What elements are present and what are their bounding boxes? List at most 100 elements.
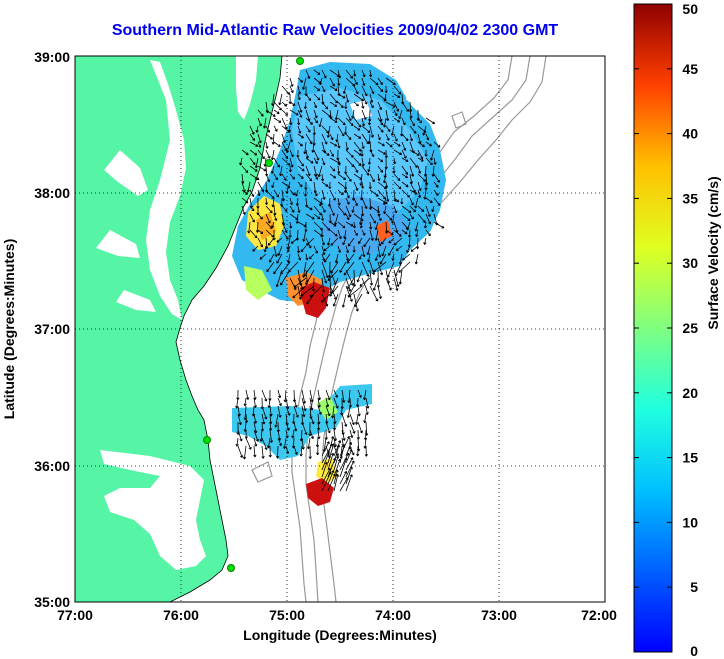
velocity-arrow bbox=[395, 245, 403, 252]
velocity-arrow bbox=[369, 69, 373, 78]
map-title: Southern Mid-Atlantic Raw Velocities 200… bbox=[111, 22, 559, 39]
velocity-arrow bbox=[295, 189, 299, 197]
colorbar-label: Surface Velocity (cm/s) bbox=[705, 176, 721, 329]
velocity-arrow bbox=[313, 109, 318, 119]
velocity-arrow bbox=[289, 85, 294, 94]
velocity-arrow bbox=[337, 173, 347, 181]
velocity-arrow bbox=[327, 443, 335, 464]
velocity-arrow bbox=[368, 197, 373, 210]
velocity-arrow bbox=[382, 197, 387, 206]
velocity-arrow bbox=[313, 101, 318, 109]
velocity-arrow bbox=[297, 205, 301, 213]
velocity-arrow bbox=[339, 457, 348, 478]
velocity-arrow bbox=[309, 429, 314, 440]
velocity-arrow bbox=[344, 125, 348, 135]
velocity-arrow bbox=[343, 229, 347, 239]
velocity-arrow bbox=[385, 109, 390, 122]
velocity-arrow bbox=[302, 229, 307, 242]
velocity-arrow bbox=[273, 173, 278, 181]
velocity-arrow bbox=[417, 141, 425, 148]
velocity-arrow bbox=[414, 253, 419, 265]
velocity-arrow bbox=[267, 237, 275, 246]
velocity-arrow bbox=[401, 101, 409, 112]
velocity-arrow bbox=[345, 466, 353, 485]
colorbar-tick-label: 10 bbox=[682, 514, 698, 530]
velocity-arrow bbox=[345, 221, 354, 227]
velocity-arrow bbox=[377, 133, 381, 141]
velocity-arrow bbox=[329, 101, 338, 107]
velocity-arrow bbox=[423, 189, 427, 200]
velocity-arrow bbox=[261, 413, 266, 425]
velocity-arrow bbox=[393, 197, 400, 203]
velocity-arrow bbox=[352, 269, 357, 287]
velocity-arrow bbox=[273, 189, 279, 198]
velocity-arrow bbox=[329, 173, 337, 179]
velocity-arrow bbox=[265, 205, 273, 214]
velocity-arrow bbox=[352, 221, 357, 229]
velocity-arrow bbox=[257, 109, 264, 117]
velocity-arrow bbox=[244, 413, 249, 423]
radar-station bbox=[203, 436, 211, 444]
y-axis-label: Latitude (Degrees:Minutes) bbox=[1, 239, 17, 419]
velocity-arrow bbox=[321, 467, 331, 485]
velocity-arrow bbox=[358, 253, 363, 260]
velocity-arrow bbox=[257, 229, 264, 235]
velocity-arrow bbox=[261, 437, 268, 451]
velocity-arrow bbox=[293, 421, 298, 432]
velocity-arrow bbox=[393, 277, 399, 291]
velocity-arrow bbox=[385, 125, 391, 133]
velocity-arrow bbox=[269, 429, 273, 443]
velocity-arrow bbox=[296, 245, 301, 254]
velocity-arrow bbox=[313, 173, 319, 180]
velocity-arrow bbox=[393, 237, 403, 246]
velocity-arrow bbox=[337, 189, 344, 196]
velocity-arrow bbox=[263, 117, 267, 129]
velocity-arrow bbox=[337, 117, 346, 126]
velocity-arrow bbox=[303, 261, 315, 277]
velocity-arrow bbox=[433, 141, 441, 148]
x-axis-label: Longitude (Degrees:Minutes) bbox=[243, 627, 437, 643]
velocity-arrow bbox=[325, 397, 330, 408]
velocity-arrow bbox=[257, 117, 262, 127]
velocity-arrow bbox=[433, 173, 440, 183]
velocity-arrow bbox=[353, 229, 358, 236]
velocity-arrow bbox=[321, 149, 330, 156]
velocity-arrow bbox=[339, 470, 348, 485]
velocity-arrow bbox=[357, 421, 363, 434]
velocity-arrow bbox=[245, 389, 250, 400]
velocity-arrow bbox=[401, 189, 411, 198]
velocity-arrow bbox=[417, 157, 424, 162]
velocity-arrow bbox=[270, 165, 275, 174]
colorbar-tick-label: 0 bbox=[690, 643, 698, 659]
velocity-arrow bbox=[365, 405, 369, 415]
velocity-arrow bbox=[429, 149, 435, 161]
velocity-arrow bbox=[255, 125, 259, 133]
velocity-arrow bbox=[321, 181, 329, 187]
velocity-arrow bbox=[401, 141, 407, 151]
y-tick-label: 37:00 bbox=[34, 321, 70, 337]
velocity-arrow bbox=[327, 457, 337, 478]
velocity-arrow bbox=[337, 221, 346, 229]
velocity-arrow bbox=[325, 421, 331, 434]
velocity-arrow bbox=[361, 261, 370, 277]
velocity-arrow bbox=[352, 245, 356, 253]
velocity-arrow bbox=[293, 445, 298, 455]
velocity-arrow bbox=[334, 109, 339, 121]
velocity-arrow bbox=[289, 109, 299, 116]
velocity-arrow bbox=[320, 293, 331, 303]
velocity-arrow bbox=[249, 141, 259, 147]
velocity-arrow bbox=[417, 213, 426, 223]
velocity-arrow bbox=[271, 221, 275, 229]
velocity-arrow bbox=[406, 245, 411, 253]
velocity-arrow bbox=[332, 421, 337, 431]
velocity-arrow bbox=[285, 421, 290, 431]
velocity-arrow bbox=[346, 253, 355, 264]
colorbar-ticks: 0 5 10 15 20 25 30 35 40 45 50 bbox=[634, 1, 698, 659]
velocity-arrow bbox=[303, 101, 308, 110]
velocity-arrow bbox=[385, 141, 393, 148]
velocity-arrow bbox=[337, 101, 344, 109]
velocity-arrow bbox=[361, 109, 367, 120]
velocity-arrow bbox=[346, 405, 351, 418]
velocity-arrow bbox=[401, 181, 409, 188]
velocity-arrow bbox=[345, 277, 352, 292]
